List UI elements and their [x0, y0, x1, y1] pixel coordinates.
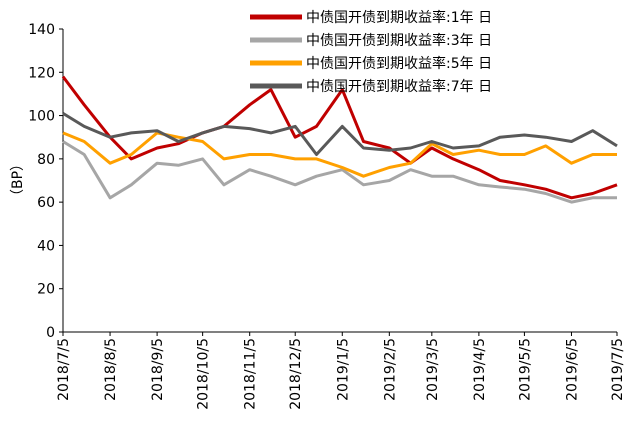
y-tick-label: 20	[37, 282, 55, 298]
legend-label: 中债国开债到期收益率:1年 日	[306, 9, 492, 26]
y-tick-label: 0	[46, 325, 55, 341]
x-tick-label: 2018/8/5	[103, 338, 119, 401]
series-line	[62, 140, 617, 204]
legend-label: 中债国开债到期收益率:7年 日	[306, 78, 492, 95]
x-tick-label: 2019/3/5	[425, 338, 441, 401]
x-tick-label: 2018/7/5	[56, 338, 72, 401]
x-tick-label: 2019/2/5	[382, 338, 398, 401]
series-line	[62, 131, 617, 178]
x-tick-label: 2019/4/5	[472, 338, 488, 401]
legend-label: 中债国开债到期收益率:3年 日	[306, 32, 492, 49]
x-tick-label: 2018/12/5	[288, 338, 304, 410]
series-line	[62, 112, 618, 156]
x-tick-label: 2019/7/5	[610, 338, 626, 401]
y-tick-label: 100	[28, 109, 55, 125]
y-tick-label: 120	[28, 65, 55, 81]
x-tick-label: 2019/1/5	[335, 338, 351, 401]
x-tick-label: 2018/10/5	[196, 338, 212, 410]
x-tick-label: 2018/9/5	[150, 338, 166, 401]
legend-label: 中债国开债到期收益率:5年 日	[306, 55, 492, 72]
y-tick-label: 80	[37, 152, 55, 168]
y-axis-label: （BP）	[10, 157, 26, 203]
x-tick-label: 2019/6/5	[564, 338, 580, 401]
series-line	[61, 75, 618, 200]
y-tick-label: 40	[37, 238, 55, 254]
x-tick-label: 2019/5/5	[517, 338, 533, 401]
y-tick-label: 60	[37, 195, 55, 211]
x-tick-label: 2018/11/5	[243, 338, 259, 410]
y-tick-label: 140	[28, 22, 55, 38]
